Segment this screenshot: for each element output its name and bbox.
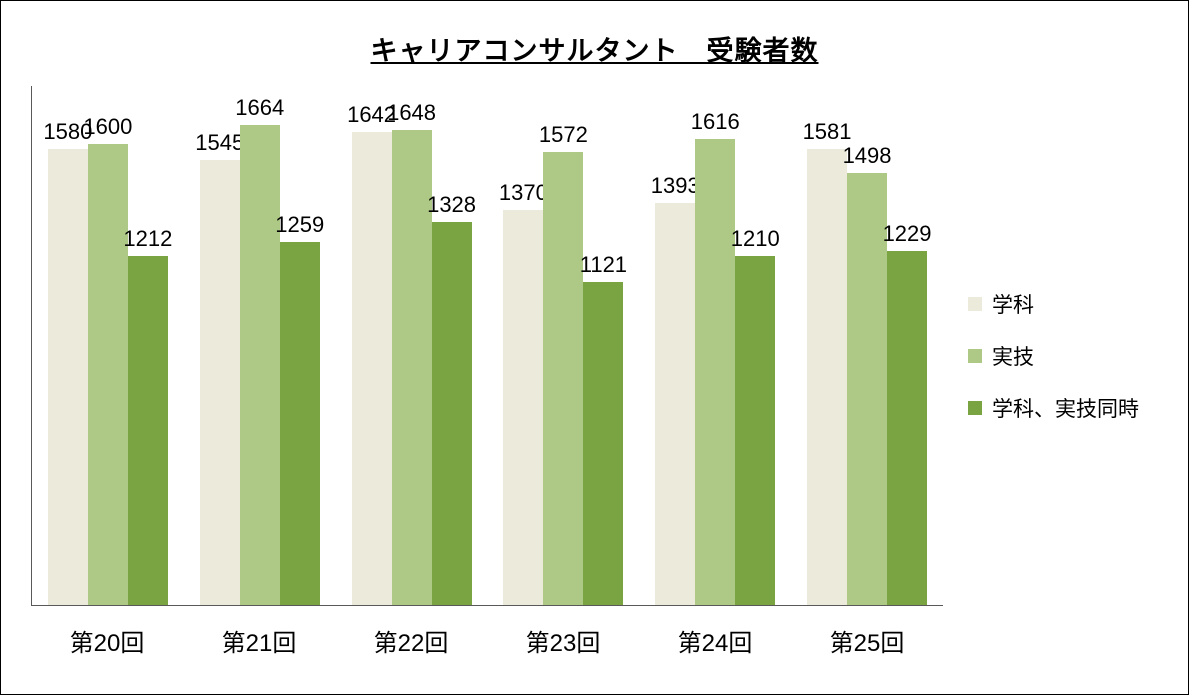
bar-value-label: 1581 [803, 119, 852, 145]
bar-value-label: 1616 [691, 109, 740, 135]
bars-region: 1580160012121545166412591642164813281370… [31, 86, 943, 606]
plot-area: 1580160012121545166412591642164813281370… [21, 86, 943, 666]
bar: 1642 [352, 132, 392, 605]
bar-value-label: 1648 [387, 100, 436, 126]
bar: 1600 [88, 144, 128, 605]
bar: 1229 [887, 251, 927, 605]
x-axis-label: 第24回 [639, 611, 791, 666]
bar: 1259 [280, 242, 320, 605]
bar: 1121 [583, 282, 623, 605]
bar-value-label: 1498 [843, 143, 892, 169]
bar: 1328 [432, 222, 472, 605]
bar-group: 164216481328 [336, 86, 488, 605]
bar-value-label: 1370 [499, 180, 548, 206]
legend-swatch [968, 401, 982, 415]
bar-group: 158114981229 [791, 86, 943, 605]
bar-group: 139316161210 [639, 86, 791, 605]
x-axis-label: 第22回 [335, 611, 487, 666]
bar-group: 154516641259 [184, 86, 336, 605]
bar-value-label: 1210 [731, 226, 780, 252]
bar: 1212 [128, 256, 168, 605]
bar-value-label: 1545 [195, 130, 244, 156]
x-axis-label: 第25回 [791, 611, 943, 666]
bar: 1545 [200, 160, 240, 605]
bar-value-label: 1212 [123, 226, 172, 252]
x-axis-label: 第23回 [487, 611, 639, 666]
bar-groups: 1580160012121545166412591642164813281370… [32, 86, 943, 605]
legend: 学科実技学科、実技同時 [943, 46, 1168, 666]
x-axis-label: 第20回 [31, 611, 183, 666]
bar: 1210 [735, 256, 775, 605]
legend-swatch [968, 349, 982, 363]
bar-value-label: 1121 [580, 252, 627, 278]
legend-item: 実技 [968, 341, 1168, 371]
legend-label: 学科、実技同時 [992, 393, 1139, 423]
bar: 1370 [503, 210, 543, 605]
bar: 1572 [543, 152, 583, 605]
bar-group: 158016001212 [32, 86, 184, 605]
bar-value-label: 1259 [275, 212, 324, 238]
bar: 1580 [48, 149, 88, 605]
bar-value-label: 1664 [235, 95, 284, 121]
x-axis-label: 第21回 [183, 611, 335, 666]
legend-label: 実技 [992, 341, 1034, 371]
bar-value-label: 1393 [651, 173, 700, 199]
bar: 1393 [655, 203, 695, 605]
legend-item: 学科 [968, 289, 1168, 319]
bar-value-label: 1572 [539, 122, 588, 148]
bar: 1581 [807, 149, 847, 605]
chart-body: 1580160012121545166412591642164813281370… [21, 86, 1168, 666]
bar-group: 137015721121 [487, 86, 639, 605]
legend-item: 学科、実技同時 [968, 393, 1168, 423]
chart-container: キャリアコンサルタント 受験者数 15801600121215451664125… [0, 0, 1189, 695]
bar: 1616 [695, 139, 735, 605]
legend-swatch [968, 297, 982, 311]
legend-label: 学科 [992, 289, 1034, 319]
bar-value-label: 1328 [427, 192, 476, 218]
x-axis-labels: 第20回第21回第22回第23回第24回第25回 [31, 611, 943, 666]
bar: 1664 [240, 125, 280, 605]
bar: 1648 [392, 130, 432, 605]
bar-value-label: 1229 [883, 221, 932, 247]
bar-value-label: 1600 [83, 114, 132, 140]
bar: 1498 [847, 173, 887, 605]
